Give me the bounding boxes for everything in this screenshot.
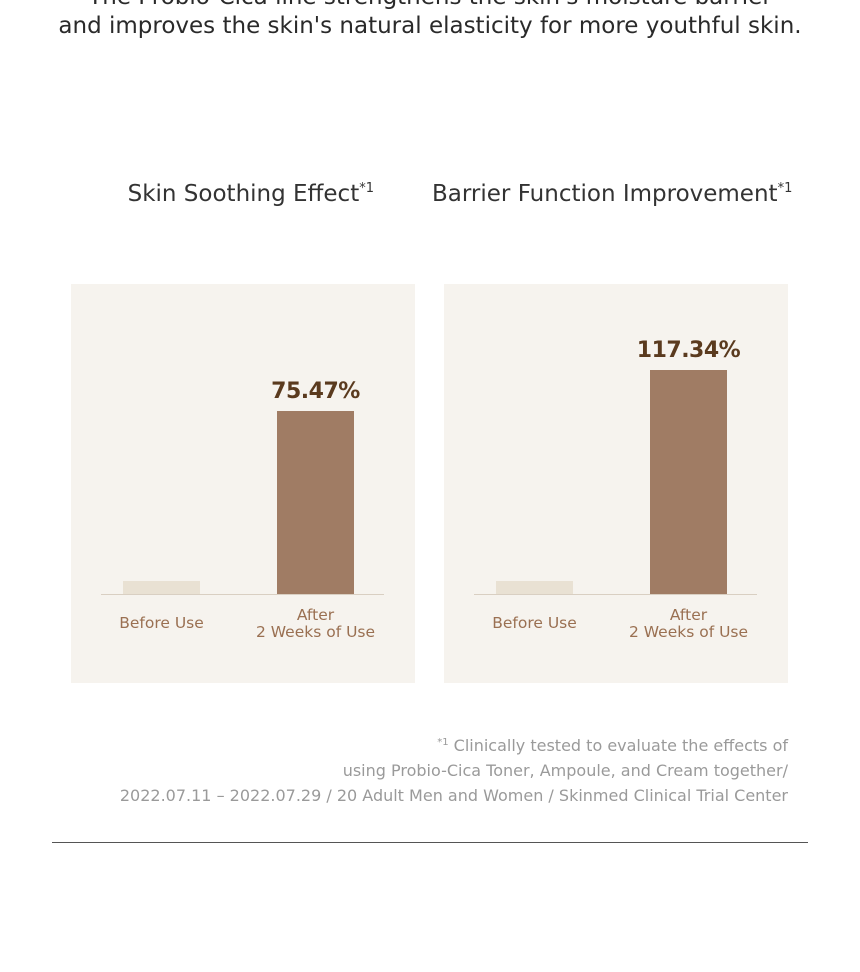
title-text: Skin Soothing Effect xyxy=(127,181,360,207)
footnote-line: *1 Clinically tested to evaluate the eff… xyxy=(120,730,788,758)
baseline xyxy=(101,594,384,595)
footnote: *1 Clinically tested to evaluate the eff… xyxy=(120,730,788,808)
footnote-line: using Probio-Cica Toner, Ampoule, and Cr… xyxy=(342,761,788,780)
baseline xyxy=(474,594,757,595)
bar xyxy=(277,410,354,594)
intro-line: and improves the skin's natural elastici… xyxy=(58,13,802,39)
chart-title: Skin Soothing Effect*1 xyxy=(128,181,374,207)
chart-panel: Before Use 75.47% After 2 Weeks of Use xyxy=(71,284,415,683)
bar xyxy=(496,581,573,594)
divider xyxy=(52,842,808,843)
category-label: Before Use xyxy=(119,614,204,632)
value-label: 117.34% xyxy=(636,337,741,363)
title-note: *1 xyxy=(359,181,374,196)
footnote-line: 2022.07.11 – 2022.07.29 / 20 Adult Men a… xyxy=(119,786,788,805)
footnote-text: Clinically tested to evaluate the effect… xyxy=(453,736,788,755)
footnote-mark: *1 xyxy=(437,737,449,748)
category-label: After 2 Weeks of Use xyxy=(628,606,749,641)
title-note: *1 xyxy=(777,181,793,196)
title-text: Barrier Function Improvement xyxy=(432,181,778,207)
chart-title: Barrier Function Improvement*1 xyxy=(432,181,792,207)
bar xyxy=(123,580,200,594)
bar xyxy=(650,369,727,594)
intro-line: The Probio-Cica line strengthens the ski… xyxy=(0,0,860,10)
category-label: After 2 Weeks of Use xyxy=(255,606,376,641)
chart-panel: Before Use 117.34% After 2 Weeks of Use xyxy=(444,284,788,683)
category-label: Before Use xyxy=(492,614,577,632)
value-label: 75.47% xyxy=(271,378,360,404)
